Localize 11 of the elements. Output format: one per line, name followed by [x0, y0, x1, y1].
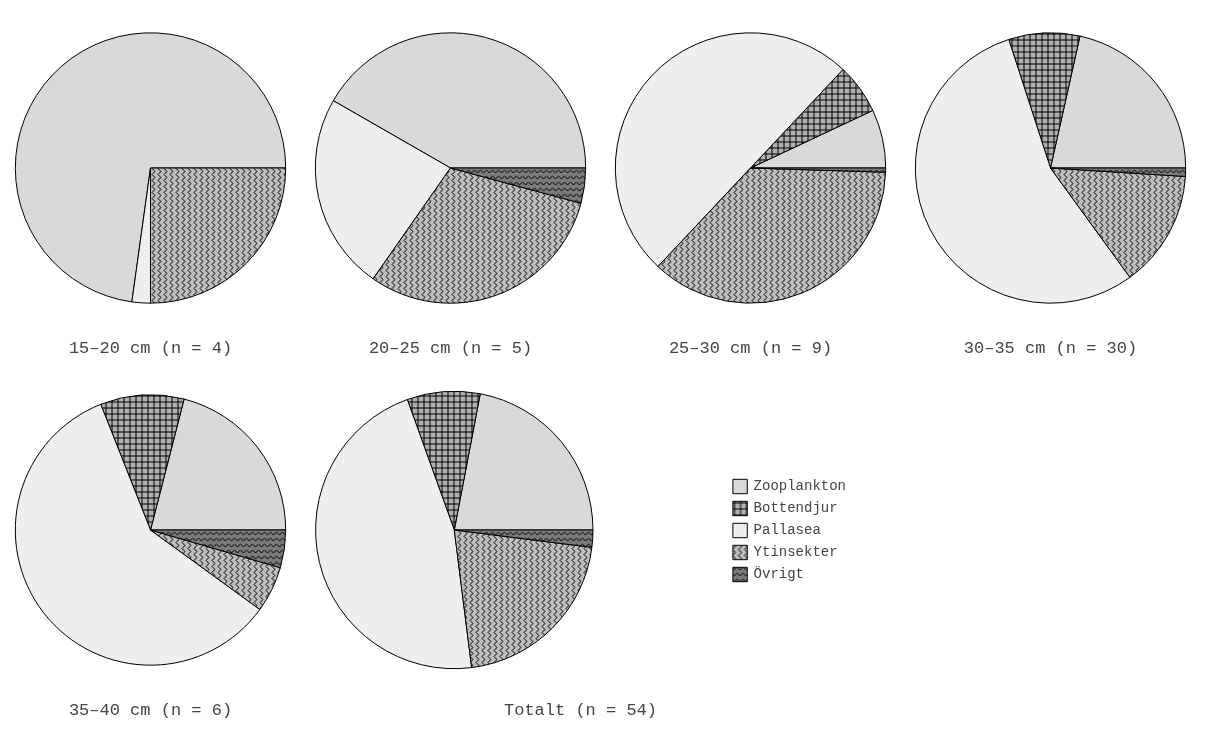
legend-label: Zooplankton [753, 477, 846, 494]
legend-label: Pallasea [753, 521, 821, 538]
legend-label: Bottendjur [753, 499, 838, 516]
legend-label: Övrigt [753, 565, 804, 582]
text: 15–20 cm (n = 4) [68, 338, 233, 358]
text: 35–40 cm (n = 6) [68, 700, 233, 720]
text: 30–35 cm (n = 30) [963, 338, 1138, 358]
text: 25–30 cm (n = 9) [668, 338, 833, 358]
legend-label: Ytinsekter [753, 543, 838, 560]
text: Totalt (n = 54) [503, 700, 658, 720]
text: 20–25 cm (n = 5) [368, 338, 533, 358]
